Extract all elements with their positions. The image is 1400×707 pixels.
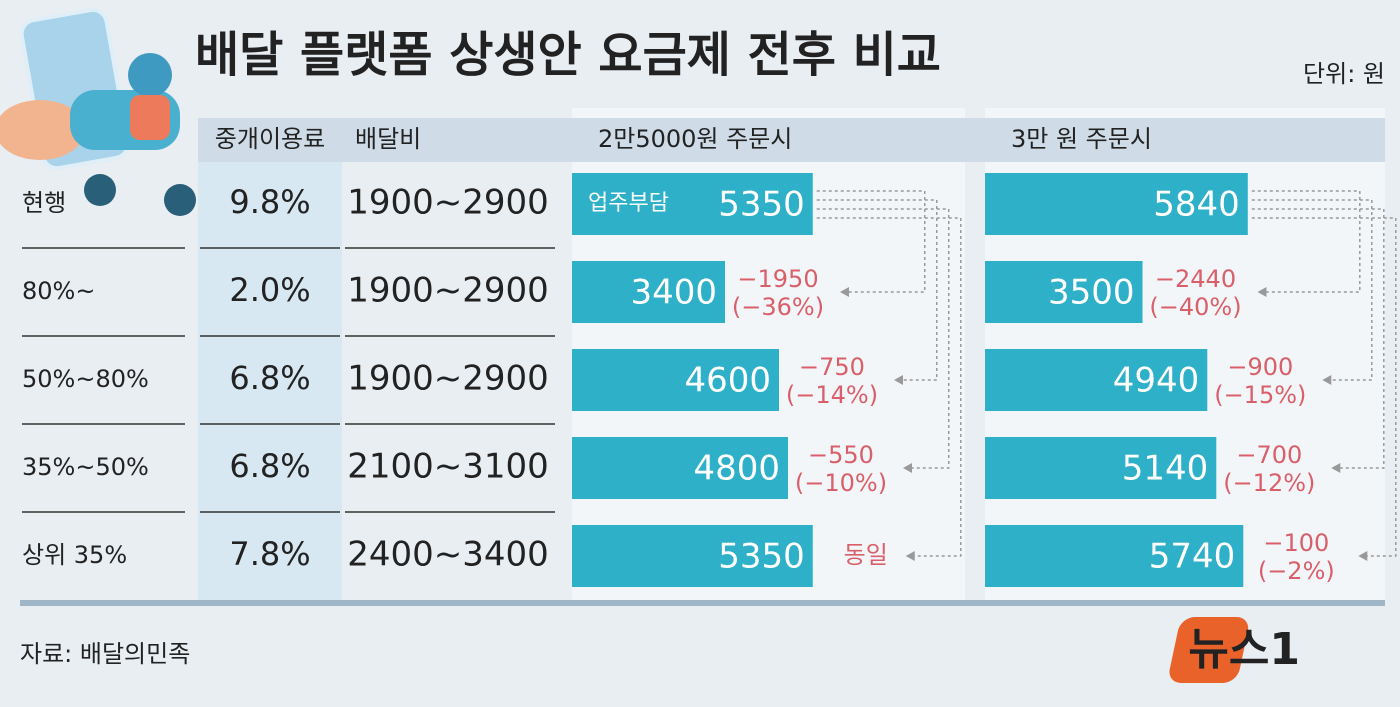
bar-value: 4940 [1113, 361, 1200, 401]
connector [1251, 217, 1397, 557]
connector [1251, 190, 1361, 293]
row-label: 35%~50% [22, 453, 149, 481]
change: −550 [808, 441, 874, 469]
bar [572, 349, 779, 411]
header-band [198, 118, 1385, 162]
bottom-rule [20, 600, 1385, 606]
change-pct: (−2%) [1258, 557, 1335, 585]
arrowhead [1358, 551, 1368, 561]
bar-value: 4800 [693, 449, 780, 489]
change-pct: (−40%) [1149, 293, 1241, 321]
delivery-fee: 2100~3100 [347, 447, 549, 487]
change: −750 [799, 353, 865, 381]
row-label: 현행 [22, 189, 66, 217]
fee: 6.8% [229, 447, 310, 485]
column-header: 중개이용료 [215, 125, 325, 153]
change-pct: (−14%) [786, 381, 878, 409]
source: 자료: 배달의민족 [20, 640, 190, 668]
fee: 9.8% [229, 183, 310, 221]
connector [1251, 208, 1385, 469]
bar [985, 437, 1217, 499]
bar [572, 525, 813, 587]
change: −900 [1227, 353, 1293, 381]
arrowhead [894, 375, 903, 385]
change-pct: (−36%) [732, 293, 824, 321]
bar-value: 3500 [1048, 273, 1135, 313]
row-label: 50%~80% [22, 365, 149, 393]
illustration [0, 7, 196, 216]
chart-title: 2만5000원 주문시 [598, 125, 792, 153]
connector [816, 217, 962, 557]
bar-value: 4600 [684, 361, 771, 401]
logo: 뉴스1 [1169, 617, 1300, 683]
logo-text: 뉴스1 [1188, 624, 1300, 675]
bar-value: 3400 [630, 273, 717, 313]
delivery-fee: 1900~2900 [347, 359, 549, 399]
bar-value: 5350 [718, 537, 805, 577]
bar [572, 437, 788, 499]
arrowhead [1257, 287, 1267, 297]
change-pct: (−12%) [1223, 469, 1315, 497]
arrowhead [840, 287, 849, 297]
change: −700 [1236, 441, 1302, 469]
change: −100 [1263, 529, 1329, 557]
bar-value: 5840 [1153, 185, 1240, 225]
bar-label: 업주부담 [588, 191, 669, 216]
arrowhead [903, 463, 912, 473]
change-pct: (−10%) [795, 469, 887, 497]
change-pct: (−15%) [1214, 381, 1306, 409]
bar [572, 261, 725, 323]
arrowhead [1331, 463, 1341, 473]
change: −1950 [737, 265, 818, 293]
bar [985, 525, 1244, 587]
bar [985, 173, 1248, 235]
bar-value: 5140 [1122, 449, 1209, 489]
fee: 7.8% [229, 535, 310, 573]
title: 배달 플랫폼 상생안 요금제 전후 비교 [195, 27, 941, 83]
bar-value: 5740 [1149, 537, 1236, 577]
fee: 6.8% [229, 359, 310, 397]
arrowhead [1322, 375, 1332, 385]
bar-value: 5350 [718, 185, 805, 225]
connector [816, 199, 938, 381]
bar [572, 173, 813, 235]
delivery-fee: 1900~2900 [347, 183, 549, 223]
unit: 단위: 원 [1303, 60, 1385, 88]
delivery-fee: 1900~2900 [347, 271, 549, 311]
bar [985, 349, 1208, 411]
bar [985, 261, 1143, 323]
delivery-fee: 2400~3400 [347, 535, 549, 575]
arrowhead [905, 551, 915, 561]
row-label: 상위 35% [22, 541, 127, 569]
change: 동일 [844, 541, 888, 569]
connector [816, 190, 926, 293]
row-label: 80%~ [22, 277, 95, 305]
change: −2440 [1155, 265, 1236, 293]
connector [816, 208, 950, 469]
fee: 2.0% [229, 271, 310, 309]
chart-title: 3만 원 주문시 [1011, 125, 1152, 153]
connector [1251, 199, 1373, 381]
fee-column-bg [198, 118, 342, 600]
column-header: 배달비 [355, 125, 421, 153]
